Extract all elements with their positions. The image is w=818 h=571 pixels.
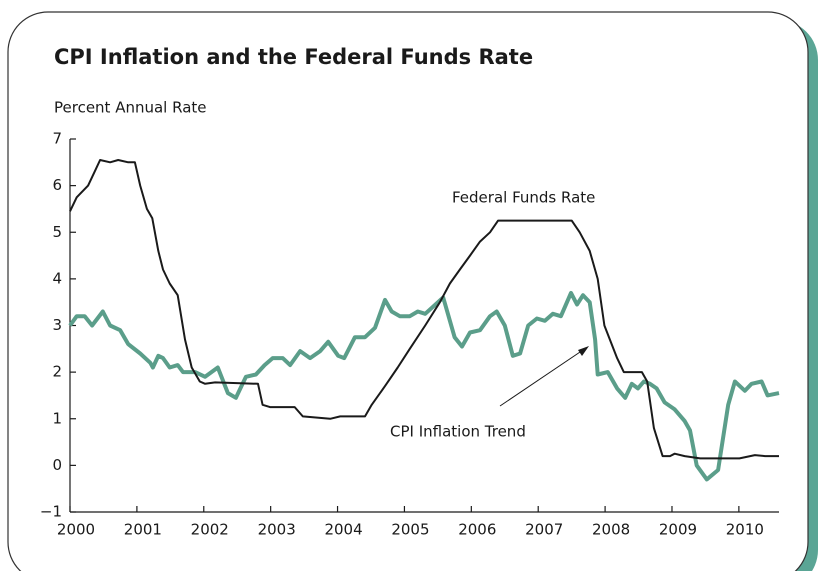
x-tick-label: 2004: [324, 521, 362, 539]
x-tick-label: 2005: [391, 521, 429, 539]
y-tick-label: 1: [52, 409, 62, 427]
x-tick-label: 2002: [191, 521, 229, 539]
x-tick-label: 2010: [726, 521, 764, 539]
annotation-arrow: [499, 347, 587, 407]
y-tick-label: 6: [52, 176, 62, 194]
card: [7, 11, 809, 571]
x-tick-label: 2006: [458, 521, 496, 539]
y-tick-label: 7: [52, 130, 62, 148]
chart-title: CPI Inflation and the Federal Funds Rate: [54, 45, 533, 69]
x-tick-label: 2007: [525, 521, 563, 539]
x-tick-label: 2001: [124, 521, 162, 539]
series-label: CPI Inflation Trend: [390, 423, 526, 441]
series-label: Federal Funds Rate: [452, 189, 595, 207]
x-tick-label: 2009: [659, 521, 697, 539]
x-tick-label: 2003: [258, 521, 296, 539]
arrow-head: [578, 346, 589, 356]
y-tick-label: 0: [52, 456, 62, 474]
y-tick-label: 3: [52, 316, 62, 334]
y-axis-label: Percent Annual Rate: [54, 99, 207, 117]
y-tick-label: 2: [52, 363, 62, 381]
x-tick-label: 2008: [592, 521, 630, 539]
y-tick-label: 5: [52, 223, 62, 241]
x-tick-label: 2000: [57, 521, 95, 539]
y-tick-label: −1: [40, 503, 62, 521]
y-tick-label: 4: [52, 269, 62, 287]
series-line: [69, 159, 779, 460]
